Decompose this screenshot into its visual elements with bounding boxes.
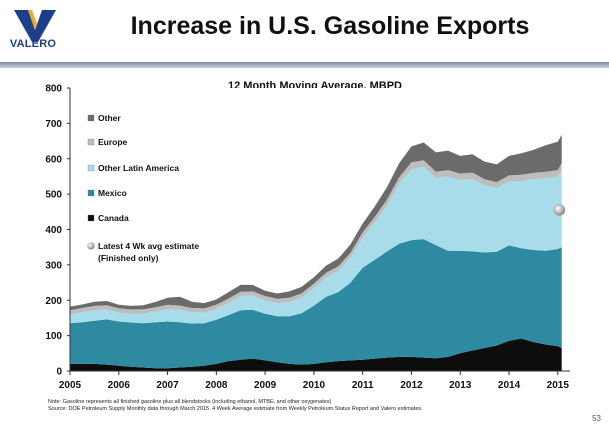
area-series-europe (70, 160, 562, 315)
legend-label-other: Other (98, 113, 121, 123)
x-tick-label: 2013 (449, 380, 472, 391)
area-series-mexico (70, 239, 562, 369)
page-number: 53 (592, 414, 601, 423)
y-tick-label: 300 (45, 260, 62, 271)
valero-logo-icon (14, 10, 56, 42)
legend-label-canada: Canada (98, 213, 129, 223)
y-tick-label: 800 (45, 84, 62, 95)
legend-swatch-other (87, 114, 95, 122)
legend-swatch-canada (87, 214, 95, 222)
y-tick-label: 200 (45, 296, 62, 307)
x-tick-label: 2010 (303, 380, 326, 391)
area-series-canada (70, 338, 562, 371)
y-tick-label: 100 (45, 331, 62, 342)
x-tick-label: 2005 (59, 380, 82, 391)
x-tick-label: 2012 (400, 380, 423, 391)
y-tick-label: 400 (45, 225, 62, 236)
chart-note: Note: Gasoline represents all finished g… (48, 399, 332, 405)
y-tick-label: 700 (45, 119, 62, 130)
x-tick-label: 2006 (108, 380, 131, 391)
page-title: Increase in U.S. Gasoline Exports (130, 12, 530, 40)
y-tick-label: 600 (45, 154, 62, 165)
legend-label-estimate-line1: Latest 4 Wk avg estimate (98, 241, 199, 251)
x-tick-label: 2007 (156, 380, 179, 391)
x-tick-label: 2011 (352, 380, 374, 391)
x-tick-label: 2009 (254, 380, 277, 391)
y-tick-label: 0 (56, 367, 62, 378)
legend-swatch-mexico (87, 189, 95, 197)
legend-label-other_latin_america: Other Latin America (98, 163, 179, 173)
legend-label-europe: Europe (98, 137, 128, 147)
legend-label-mexico: Mexico (98, 188, 127, 198)
legend-swatch-other_latin_america (87, 164, 95, 172)
legend-swatch-europe (87, 138, 95, 146)
estimate-marker (553, 204, 566, 216)
legend-swatch-estimate (87, 242, 95, 250)
legend-label-estimate-line2: (Finished only) (98, 253, 159, 263)
header-divider (0, 62, 609, 68)
y-tick-label: 500 (45, 190, 62, 201)
logo-text: VALERO (9, 38, 57, 50)
x-tick-label: 2015 (547, 380, 570, 391)
x-tick-label: 2008 (205, 380, 228, 391)
x-tick-label: 2014 (498, 380, 521, 391)
chart-source: Source: DOE Petroleum Supply Monthly dat… (48, 406, 423, 412)
slide-header (0, 0, 609, 62)
area-series-other-latin-america (70, 166, 562, 324)
